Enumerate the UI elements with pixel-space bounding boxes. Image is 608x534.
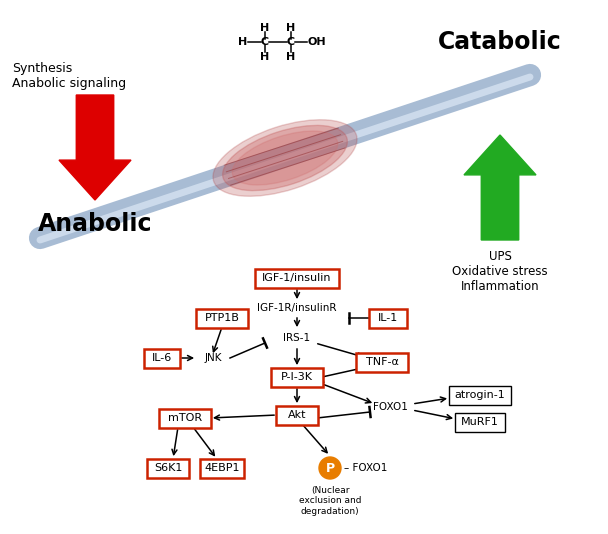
Text: MuRF1: MuRF1 — [461, 417, 499, 427]
Ellipse shape — [213, 120, 357, 197]
Text: C: C — [287, 37, 295, 47]
FancyBboxPatch shape — [196, 309, 248, 327]
Text: C: C — [261, 37, 269, 47]
Text: IGF-1/insulin: IGF-1/insulin — [262, 273, 332, 283]
Text: PTP1B: PTP1B — [204, 313, 240, 323]
Polygon shape — [59, 95, 131, 200]
FancyBboxPatch shape — [356, 352, 408, 372]
FancyBboxPatch shape — [455, 412, 505, 431]
Text: Akt: Akt — [288, 410, 306, 420]
Text: OH: OH — [308, 37, 326, 47]
Text: – FOXO1: – FOXO1 — [344, 463, 387, 473]
Text: IL-6: IL-6 — [152, 353, 172, 363]
Text: FOXO1: FOXO1 — [373, 402, 407, 412]
Text: Anabolic: Anabolic — [38, 212, 152, 236]
Ellipse shape — [223, 125, 347, 191]
Text: Synthesis
Anabolic signaling: Synthesis Anabolic signaling — [12, 62, 126, 90]
Text: 4EBP1: 4EBP1 — [204, 463, 240, 473]
Text: H: H — [286, 23, 295, 33]
Text: JNK: JNK — [204, 353, 222, 363]
FancyBboxPatch shape — [159, 409, 211, 428]
Text: P: P — [325, 461, 334, 475]
Text: P-I-3K: P-I-3K — [281, 372, 313, 382]
Text: atrogin-1: atrogin-1 — [455, 390, 505, 400]
Text: IGF-1R/insulinR: IGF-1R/insulinR — [257, 303, 337, 313]
FancyBboxPatch shape — [449, 386, 511, 404]
FancyBboxPatch shape — [369, 309, 407, 327]
Circle shape — [319, 457, 341, 479]
Text: H: H — [260, 23, 269, 33]
Text: IRS-1: IRS-1 — [283, 333, 311, 343]
Text: (Nuclear
exclusion and
degradation): (Nuclear exclusion and degradation) — [299, 486, 361, 516]
Ellipse shape — [232, 131, 338, 185]
Text: IL-1: IL-1 — [378, 313, 398, 323]
Text: H: H — [260, 52, 269, 62]
Text: mTOR: mTOR — [168, 413, 202, 423]
Text: H: H — [238, 37, 247, 47]
FancyBboxPatch shape — [255, 269, 339, 287]
Polygon shape — [464, 135, 536, 240]
FancyBboxPatch shape — [144, 349, 180, 367]
Text: H: H — [286, 52, 295, 62]
Text: UPS
Oxidative stress
Inflammation: UPS Oxidative stress Inflammation — [452, 250, 548, 293]
Text: Catabolic: Catabolic — [438, 30, 562, 54]
FancyBboxPatch shape — [147, 459, 189, 477]
Text: S6K1: S6K1 — [154, 463, 182, 473]
FancyBboxPatch shape — [276, 405, 318, 425]
FancyBboxPatch shape — [200, 459, 244, 477]
Text: TNF-α: TNF-α — [365, 357, 398, 367]
FancyBboxPatch shape — [271, 367, 323, 387]
